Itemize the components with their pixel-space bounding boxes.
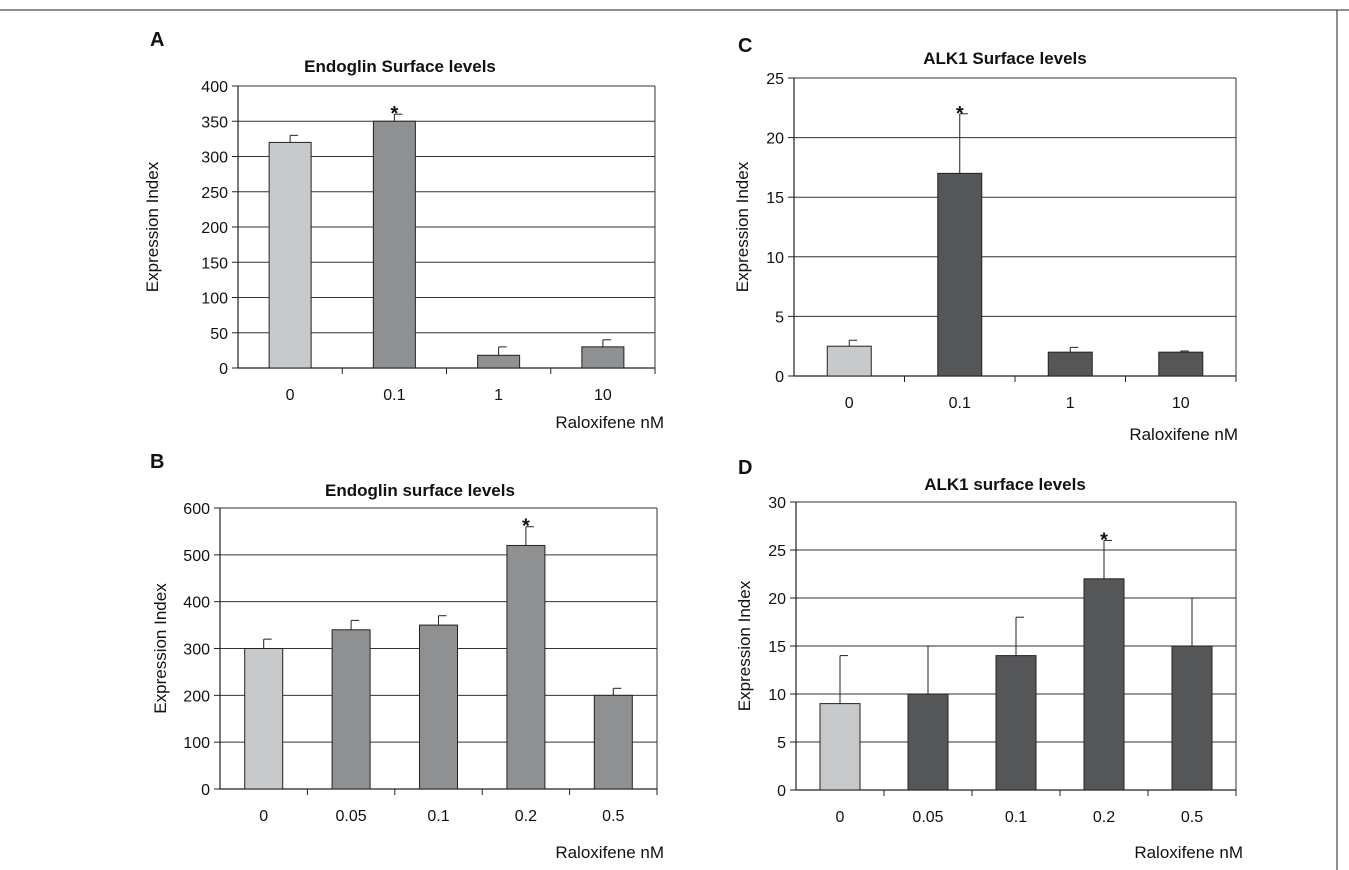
bar-d-4	[1172, 646, 1212, 790]
y-tick-label-d-0: 0	[777, 783, 786, 800]
significance-star-c-1: *	[956, 103, 964, 125]
y-tick-label-a-1: 50	[210, 326, 228, 343]
x-tick-label-b-2: 0.1	[427, 808, 449, 825]
y-tick-label-b-2: 200	[183, 688, 210, 705]
y-tick-label-d-1: 5	[777, 735, 786, 752]
y-axis-label-c: Expression Index	[733, 161, 752, 292]
chart-title-b: Endoglin surface levels	[325, 481, 515, 500]
bar-a-2	[478, 355, 520, 368]
y-tick-label-a-5: 250	[201, 185, 228, 202]
y-tick-label-c-1: 5	[775, 309, 784, 326]
y-tick-label-a-0: 0	[219, 361, 228, 378]
panel-label-c: C	[738, 35, 752, 57]
x-tick-label-c-2: 1	[1066, 395, 1075, 412]
y-tick-label-c-0: 0	[775, 369, 784, 386]
bar-b-4	[594, 695, 632, 789]
panel-label-a: A	[150, 29, 164, 51]
significance-star-a-1: *	[390, 103, 398, 125]
bar-d-3	[1084, 579, 1124, 790]
panel-label-d: D	[738, 457, 752, 479]
y-tick-label-d-4: 20	[768, 591, 786, 608]
y-tick-label-b-5: 500	[183, 548, 210, 565]
y-tick-label-c-3: 15	[766, 190, 784, 207]
y-tick-label-a-4: 200	[201, 220, 228, 237]
bar-d-1	[908, 694, 948, 790]
x-tick-label-d-2: 0.1	[1005, 809, 1027, 826]
y-axis-label-a: Expression Index	[143, 161, 162, 292]
chart-title-c: ALK1 Surface levels	[923, 49, 1086, 68]
bar-b-3	[507, 545, 545, 789]
y-tick-label-d-3: 15	[768, 639, 786, 656]
y-tick-label-b-3: 300	[183, 642, 210, 659]
y-tick-label-a-8: 400	[201, 79, 228, 96]
bar-a-1	[373, 121, 415, 368]
bar-b-2	[420, 625, 458, 789]
y-axis-label-d: Expression Index	[735, 580, 754, 711]
x-axis-label-a: Raloxifene nM	[555, 413, 664, 432]
y-tick-label-b-1: 100	[183, 735, 210, 752]
chart-title-a: Endoglin Surface levels	[304, 57, 496, 76]
bar-c-3	[1159, 352, 1203, 376]
y-tick-label-a-3: 150	[201, 255, 228, 272]
x-tick-label-a-1: 0.1	[383, 387, 405, 404]
y-tick-label-c-2: 10	[766, 250, 784, 267]
bar-b-0	[245, 649, 283, 790]
x-tick-label-b-3: 0.2	[515, 808, 537, 825]
y-tick-label-b-4: 400	[183, 595, 210, 612]
y-tick-label-b-0: 0	[201, 782, 210, 799]
x-tick-label-a-2: 1	[494, 387, 503, 404]
x-axis-label-d: Raloxifene nM	[1134, 843, 1243, 862]
x-tick-label-c-1: 0.1	[949, 395, 971, 412]
x-tick-label-b-4: 0.5	[602, 808, 624, 825]
y-tick-label-c-5: 25	[766, 71, 784, 88]
x-tick-label-b-1: 0.05	[336, 808, 367, 825]
y-tick-label-b-6: 600	[183, 501, 210, 518]
bar-c-2	[1048, 352, 1092, 376]
bar-d-2	[996, 656, 1036, 790]
x-axis-label-c: Raloxifene nM	[1129, 425, 1238, 444]
panel-label-b: B	[150, 451, 164, 473]
significance-star-b-3: *	[522, 516, 530, 538]
x-tick-label-a-3: 10	[594, 387, 612, 404]
significance-star-d-3: *	[1100, 529, 1108, 551]
bar-a-0	[269, 142, 311, 368]
y-tick-label-d-5: 25	[768, 543, 786, 560]
y-tick-label-d-2: 10	[768, 687, 786, 704]
x-tick-label-c-3: 10	[1172, 395, 1190, 412]
bar-c-0	[827, 346, 871, 376]
y-tick-label-a-2: 100	[201, 291, 228, 308]
bar-a-3	[582, 347, 624, 368]
bar-b-1	[332, 630, 370, 789]
chart-title-d: ALK1 surface levels	[924, 475, 1086, 494]
x-tick-label-d-4: 0.5	[1181, 809, 1203, 826]
x-tick-label-d-0: 0	[836, 809, 845, 826]
y-tick-label-d-6: 30	[768, 495, 786, 512]
bar-c-1	[938, 173, 982, 376]
x-tick-label-d-1: 0.05	[912, 809, 943, 826]
y-tick-label-a-6: 300	[201, 150, 228, 167]
x-axis-label-b: Raloxifene nM	[555, 843, 664, 862]
x-tick-label-b-0: 0	[259, 808, 268, 825]
x-tick-label-d-3: 0.2	[1093, 809, 1115, 826]
bar-d-0	[820, 704, 860, 790]
y-axis-label-b: Expression Index	[151, 583, 170, 714]
y-tick-label-c-4: 20	[766, 131, 784, 148]
x-tick-label-a-0: 0	[286, 387, 295, 404]
y-tick-label-a-7: 350	[201, 114, 228, 131]
x-tick-label-c-0: 0	[845, 395, 854, 412]
